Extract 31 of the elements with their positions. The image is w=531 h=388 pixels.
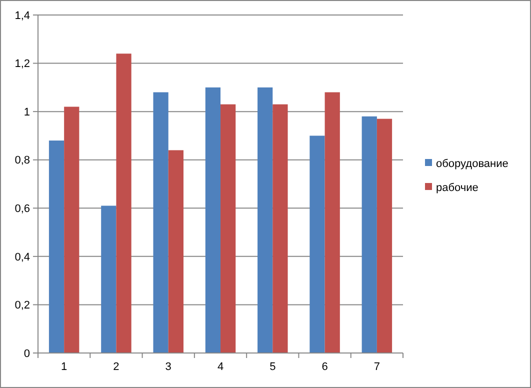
bar [116,54,132,353]
bar [272,104,288,353]
y-tick-label: 1,4 [14,10,30,22]
bar [205,87,220,353]
x-tick-label: 3 [165,361,172,373]
bar [310,136,325,353]
y-tick-label: 1,2 [14,58,30,70]
bar [324,92,340,353]
bar [64,106,80,353]
x-tick-label: 5 [270,361,276,373]
bar [220,104,236,353]
bar [153,92,168,353]
bar [376,118,392,353]
x-tick-label: 7 [374,361,380,373]
bar [48,140,64,353]
bar [362,116,377,353]
legend-label: оборудование [436,158,508,170]
x-tick-label: 4 [217,361,224,373]
y-tick-label: 1 [24,106,30,118]
y-tick-label: 0,4 [14,251,30,264]
y-tick-label: 0,6 [14,202,30,215]
x-tick-label: 6 [322,361,328,373]
bar [168,150,184,353]
bar [101,206,116,353]
x-tick-label: 1 [61,361,68,373]
bar [258,87,273,353]
x-tick-label: 2 [113,361,120,373]
y-tick-label: 0,8 [14,154,30,167]
y-tick-label: 0 [24,348,30,360]
legend-label: рабочие [436,182,478,194]
y-tick-label: 0,2 [14,300,30,312]
